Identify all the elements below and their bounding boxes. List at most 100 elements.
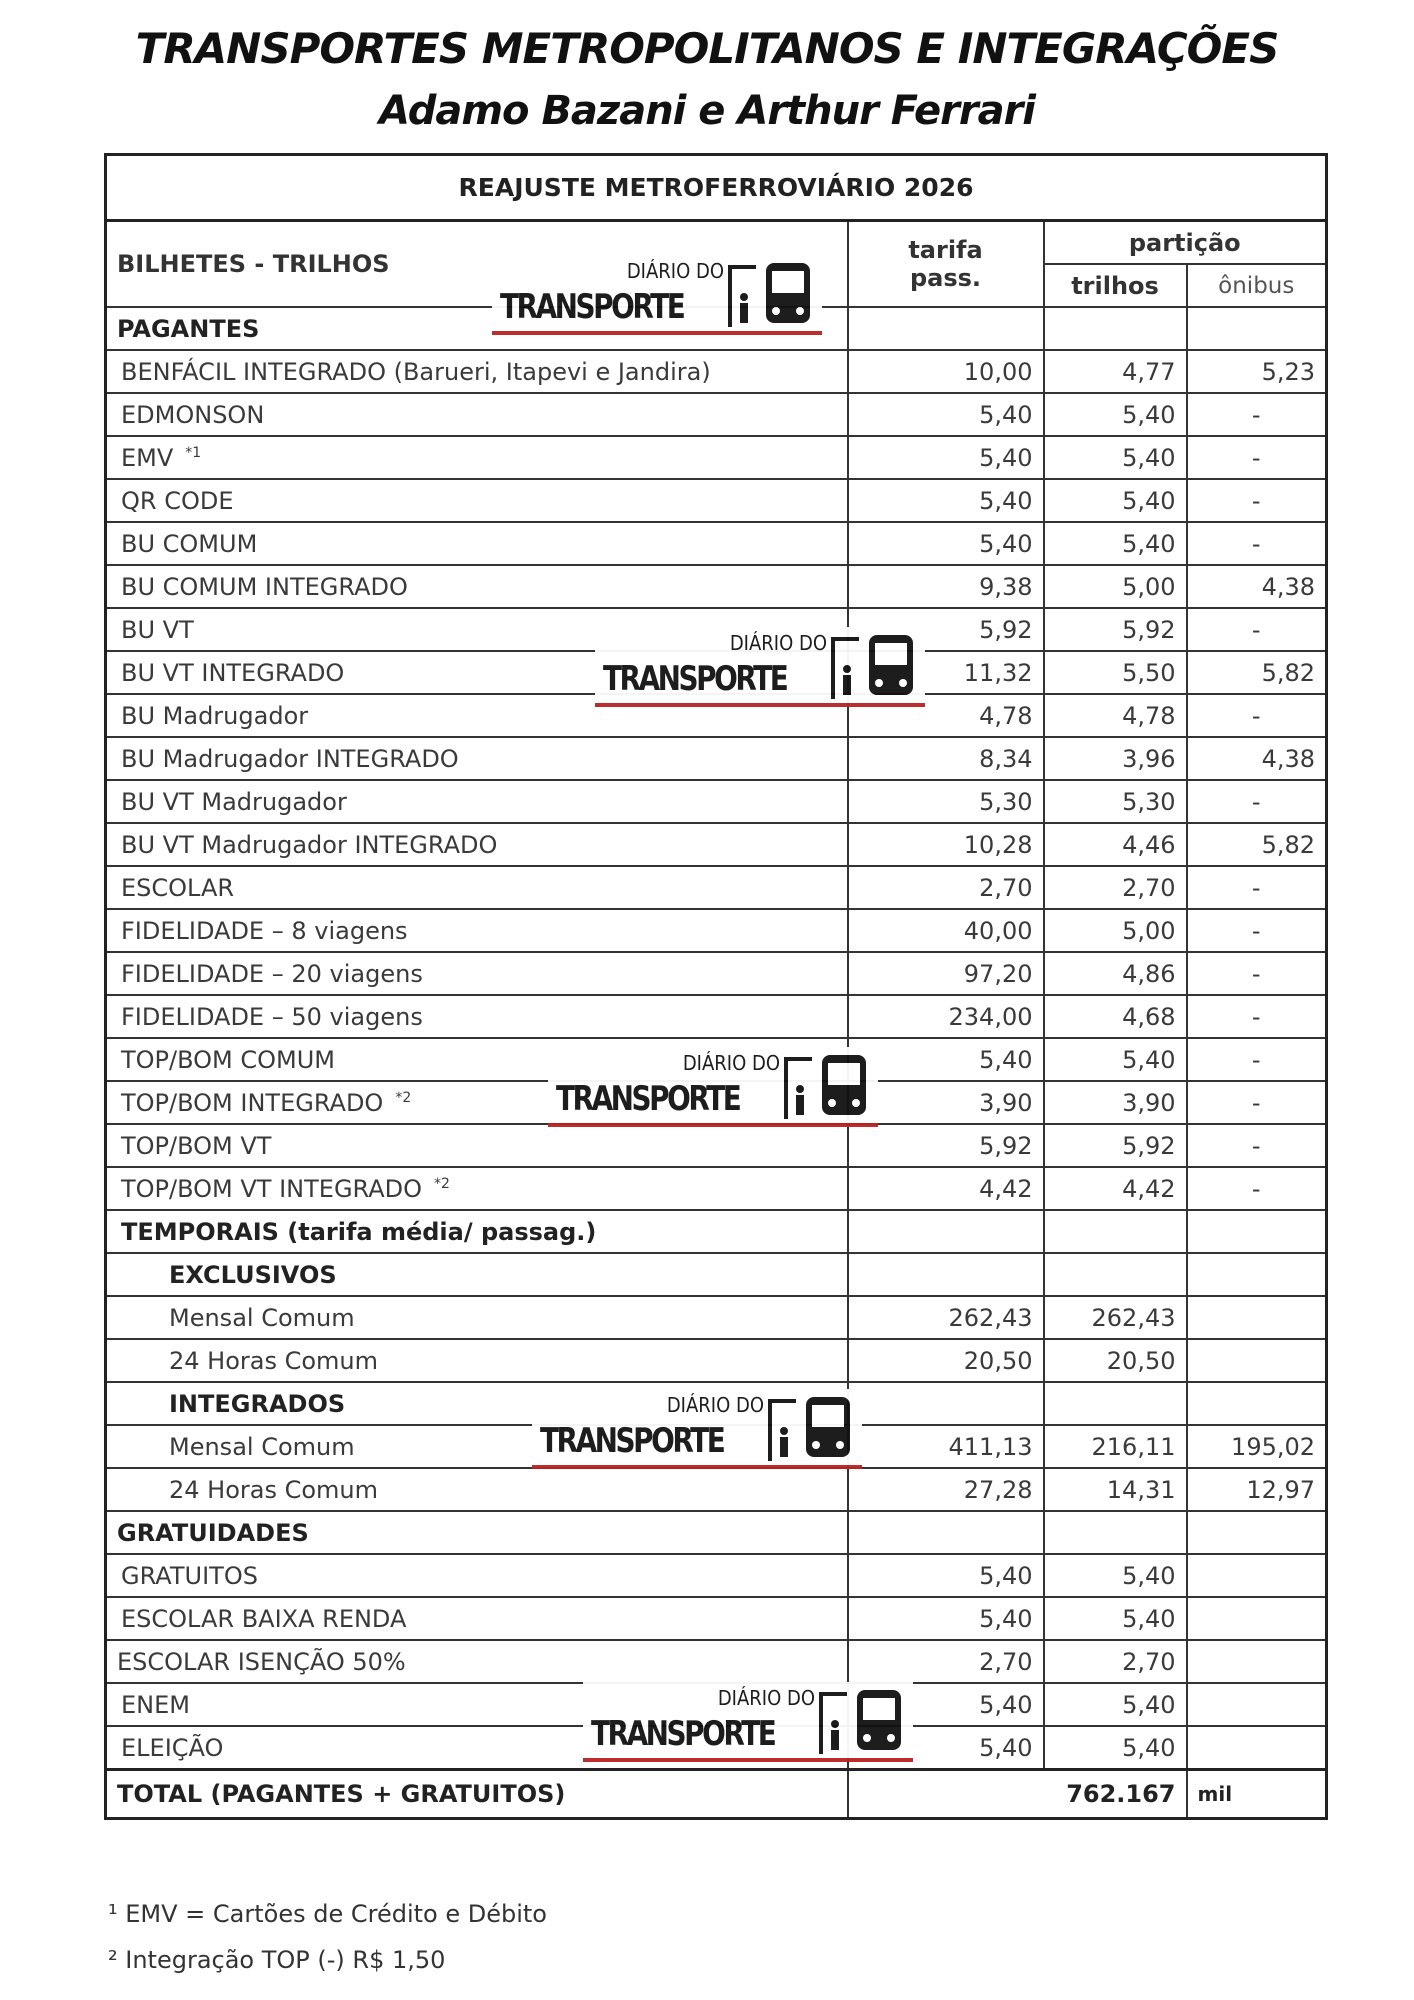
ticket-label: TOP/BOM INTEGRADO — [121, 1088, 384, 1117]
section-title: TEMPORAIS (tarifa média/ passag.) — [104, 1209, 849, 1254]
ticket-name: BENFÁCIL INTEGRADO (Barueri, Itapevi e J… — [104, 349, 849, 394]
ticket-label: EMV — [121, 443, 174, 472]
empty-cell — [1185, 1596, 1328, 1641]
fare-value: 216,11 — [1042, 1424, 1188, 1469]
fare-value: 4,86 — [1042, 951, 1188, 996]
empty-cell — [1185, 1209, 1328, 1254]
fare-value: 2,70 — [1042, 865, 1188, 910]
total-label: TOTAL (PAGANTES + GRATUITOS) — [104, 1768, 849, 1820]
empty-cell — [1042, 1252, 1188, 1297]
fare-value: 5,92 — [1042, 607, 1188, 652]
fare-value: 8,34 — [846, 736, 1045, 781]
empty-cell — [1042, 1209, 1188, 1254]
ticket-label: TOP/BOM VT INTEGRADO — [121, 1174, 423, 1203]
ticket-label: FIDELIDADE – 20 viagens — [121, 959, 423, 988]
empty-cell — [1185, 1725, 1328, 1771]
ticket-label: BU VT INTEGRADO — [121, 658, 345, 687]
fare-value: 9,38 — [846, 564, 1045, 609]
ticket-name: 24 Horas Comum — [104, 1338, 849, 1383]
fare-value: 5,40 — [846, 435, 1045, 480]
ticket-label: ENEM — [121, 1690, 190, 1719]
ticket-label: BU Madrugador — [121, 701, 309, 730]
ticket-label: FIDELIDADE – 8 viagens — [121, 916, 408, 945]
ticket-name: EDMONSON — [104, 392, 849, 437]
fare-value: 5,92 — [1042, 1123, 1188, 1168]
footnote: ¹ EMV = Cartões de Crédito e Débito — [108, 1900, 547, 1928]
fare-value: 5,00 — [1042, 564, 1188, 609]
fare-row: ESCOLAR 2,70 2,70- — [104, 865, 1328, 910]
fare-value: - — [1185, 1080, 1328, 1125]
fare-value: 12,97 — [1185, 1467, 1328, 1512]
fare-value: 4,38 — [1185, 564, 1328, 609]
total-value: 762.167 — [846, 1768, 1188, 1820]
ticket-name: ESCOLAR ISENÇÃO 50% — [104, 1639, 849, 1684]
watermark-logo: DIÁRIO DO TRANSPORTE — [532, 1389, 862, 1469]
ticket-note: *2 — [434, 1175, 450, 1192]
fare-row: BU VT Madrugador INTEGRADO 10,28 4,46 5,82 — [104, 822, 1328, 867]
fare-value: 234,00 — [846, 994, 1045, 1039]
fare-row: TOP/BOM VT 5,92 5,92- — [104, 1123, 1328, 1168]
ticket-name: FIDELIDADE – 50 viagens — [104, 994, 849, 1039]
page-title: TRANSPORTES METROPOLITANOS E INTEGRAÇÕES — [135, 24, 1280, 73]
ticket-label: TOP/BOM COMUM — [121, 1045, 336, 1074]
fare-value: 411,13 — [846, 1424, 1045, 1469]
fare-value: - — [1185, 392, 1328, 437]
ticket-name: TOP/BOM VT — [104, 1123, 849, 1168]
ticket-name: BU VT Madrugador INTEGRADO — [104, 822, 849, 867]
fare-row: EMV *1 5,40 5,40- — [104, 435, 1328, 480]
empty-cell — [1185, 1338, 1328, 1383]
fare-value: 5,40 — [1042, 1682, 1188, 1727]
fare-row: FIDELIDADE – 8 viagens 40,00 5,00- — [104, 908, 1328, 953]
section-title: GRATUIDADES — [104, 1510, 849, 1555]
fare-value: 4,42 — [1042, 1166, 1188, 1211]
fare-value: 2,70 — [846, 1639, 1045, 1684]
ticket-note: *2 — [395, 1089, 412, 1106]
section-row: EXCLUSIVOS — [104, 1252, 1328, 1297]
fare-value: - — [1185, 478, 1328, 523]
empty-cell — [1185, 1295, 1328, 1340]
fare-value: - — [1185, 865, 1328, 910]
fare-value: - — [1185, 435, 1328, 480]
fare-row: BU COMUM 5,40 5,40- — [104, 521, 1328, 566]
fare-value: 5,40 — [1042, 478, 1188, 523]
ticket-label: BU VT Madrugador — [121, 787, 347, 816]
ticket-label: QR CODE — [121, 486, 234, 515]
fare-value: 5,40 — [846, 1553, 1045, 1598]
col-rail: trilhos — [1042, 263, 1188, 308]
empty-cell — [846, 1381, 1045, 1426]
fare-value: 4,68 — [1042, 994, 1188, 1039]
ticket-label: BU Madrugador INTEGRADO — [121, 744, 459, 773]
fare-value: - — [1185, 693, 1328, 738]
fare-row: BU Madrugador INTEGRADO 8,34 3,96 4,38 — [104, 736, 1328, 781]
fare-value: - — [1185, 1037, 1328, 1082]
logo-icon — [728, 263, 810, 327]
fare-value: 3,96 — [1042, 736, 1188, 781]
fare-value: 5,40 — [846, 1037, 1045, 1082]
logo-top: DIÁRIO DO — [626, 259, 724, 283]
fare-value: 5,00 — [1042, 908, 1188, 953]
fare-value: 4,46 — [1042, 822, 1188, 867]
fare-value: 10,28 — [846, 822, 1045, 867]
fare-row: BU COMUM INTEGRADO 9,38 5,00 4,38 — [104, 564, 1328, 609]
ticket-label: ELEIÇÃO — [121, 1733, 224, 1762]
fare-value: - — [1185, 521, 1328, 566]
fare-row: 24 Horas Comum 20,50 20,50 — [104, 1338, 1328, 1383]
fare-value: 4,42 — [846, 1166, 1045, 1211]
fare-value: 5,40 — [846, 1596, 1045, 1641]
logo-icon — [784, 1055, 866, 1119]
ticket-name: Mensal Comum — [104, 1295, 849, 1340]
empty-cell — [1185, 1639, 1328, 1684]
col-bus: ônibus — [1185, 263, 1328, 308]
empty-cell — [1185, 306, 1328, 351]
fare-value: 3,90 — [846, 1080, 1045, 1125]
watermark-logo: DIÁRIO DO TRANSPORTE — [548, 1047, 878, 1127]
empty-cell — [1185, 1553, 1328, 1598]
ticket-label: 24 Horas Comum — [169, 1475, 379, 1504]
fare-row: ESCOLAR BAIXA RENDA 5,40 5,40 — [104, 1596, 1328, 1641]
ticket-label: ESCOLAR ISENÇÃO 50% — [117, 1647, 406, 1676]
watermark-logo: DIÁRIO DO TRANSPORTE — [595, 627, 925, 707]
fare-value: 2,70 — [1042, 1639, 1188, 1684]
fare-value: 14,31 — [1042, 1467, 1188, 1512]
fare-value: - — [1185, 607, 1328, 652]
